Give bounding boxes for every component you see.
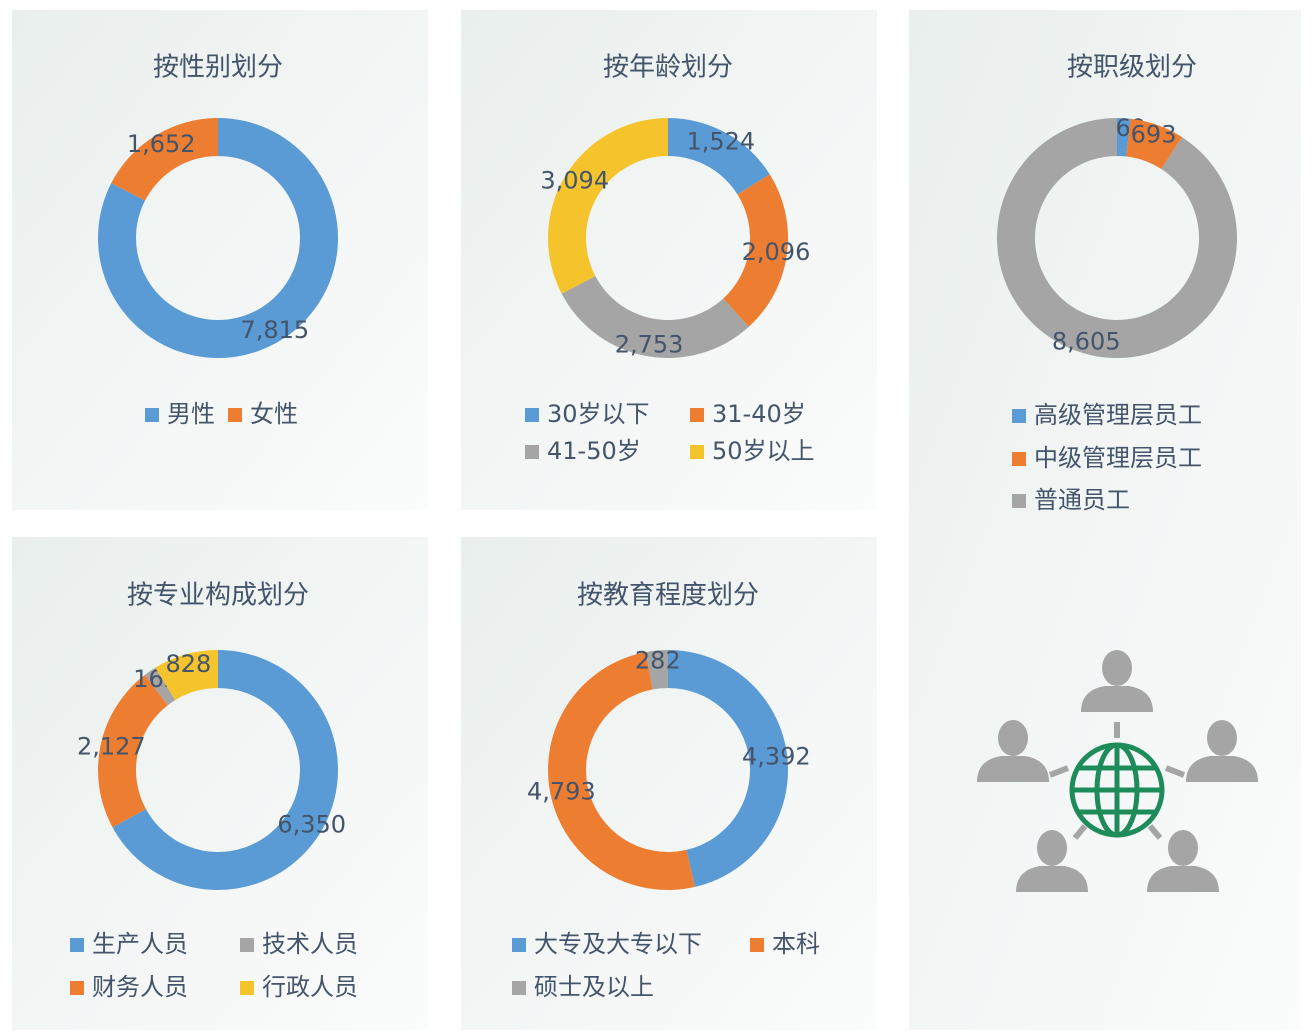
donut-slice [155, 650, 218, 701]
legend-swatch [1012, 452, 1026, 466]
panel [461, 10, 877, 510]
donut-slice [144, 667, 176, 706]
donut-slice [97, 118, 338, 358]
data-label: 1,652 [127, 130, 196, 158]
panel [12, 10, 428, 510]
panel [461, 537, 877, 1030]
donut-slice [668, 118, 770, 195]
data-label: 2,127 [77, 733, 146, 761]
panel [12, 537, 428, 1030]
legend-swatch [1012, 494, 1026, 508]
legend-label: 31-40岁 [712, 400, 806, 428]
data-label: 6,350 [277, 811, 346, 839]
donut-slice [97, 674, 168, 828]
donut-slice [668, 650, 788, 887]
legend-swatch [70, 981, 84, 995]
legend-label: 技术人员 [262, 930, 358, 958]
donut-slice [1117, 118, 1131, 157]
legend-label: 大专及大专以下 [534, 930, 702, 958]
legend-label: 中级管理层员工 [1034, 444, 1202, 472]
donut-slice [111, 118, 218, 201]
legend-swatch [240, 938, 254, 952]
donut-slice [645, 650, 668, 690]
legend-label: 50岁以上 [712, 437, 815, 465]
panel [909, 10, 1301, 1030]
data-label: 4,392 [742, 743, 811, 771]
donut-slice [548, 652, 695, 890]
donut-slice [997, 118, 1237, 359]
data-label: 3,094 [540, 167, 609, 195]
chart-title: 按职级划分 [1067, 53, 1197, 83]
legend-swatch [145, 408, 159, 422]
legend-swatch [228, 408, 242, 422]
legend-label: 行政人员 [262, 973, 358, 1001]
legend-label: 女性 [250, 400, 298, 428]
data-label: 2,096 [742, 238, 811, 266]
donut-slice [548, 118, 668, 294]
legend-label: 41-50岁 [547, 437, 641, 465]
data-label: 2,753 [615, 330, 684, 358]
legend-swatch [525, 445, 539, 459]
legend-label: 硕士及以上 [534, 973, 654, 1001]
legend-swatch [70, 938, 84, 952]
data-label: 828 [166, 650, 212, 678]
legend-label: 财务人员 [92, 973, 188, 1001]
legend-swatch [1012, 409, 1026, 423]
legend-label: 本科 [772, 930, 820, 958]
chart-title: 按年龄划分 [603, 53, 733, 83]
legend-swatch [690, 445, 704, 459]
legend-swatch [690, 408, 704, 422]
legend-label: 30岁以下 [547, 400, 650, 428]
legend-label: 高级管理层员工 [1034, 401, 1202, 429]
data-label: 1,524 [686, 128, 755, 156]
data-label: 4,793 [527, 777, 596, 805]
data-label: 693 [1131, 120, 1177, 148]
donut-slice [1126, 118, 1182, 170]
donut-slice [561, 276, 749, 358]
legend-swatch [512, 981, 526, 995]
legend-label: 生产人员 [92, 930, 188, 958]
data-label: 282 [635, 646, 681, 674]
legend-label: 普通员工 [1034, 486, 1130, 514]
chart-title: 按教育程度划分 [577, 581, 759, 611]
chart-title: 按专业构成划分 [127, 581, 309, 611]
legend-swatch [240, 981, 254, 995]
network-icon [977, 650, 1258, 892]
legend-swatch [512, 938, 526, 952]
legend-swatch [750, 938, 764, 952]
legend-swatch [525, 408, 539, 422]
chart-title: 按性别划分 [153, 53, 283, 83]
data-label: 7,815 [240, 316, 309, 344]
donut-slice [723, 174, 788, 327]
donut-slice [112, 650, 338, 890]
legend-label: 男性 [167, 400, 215, 428]
data-label: 8,605 [1052, 328, 1121, 356]
